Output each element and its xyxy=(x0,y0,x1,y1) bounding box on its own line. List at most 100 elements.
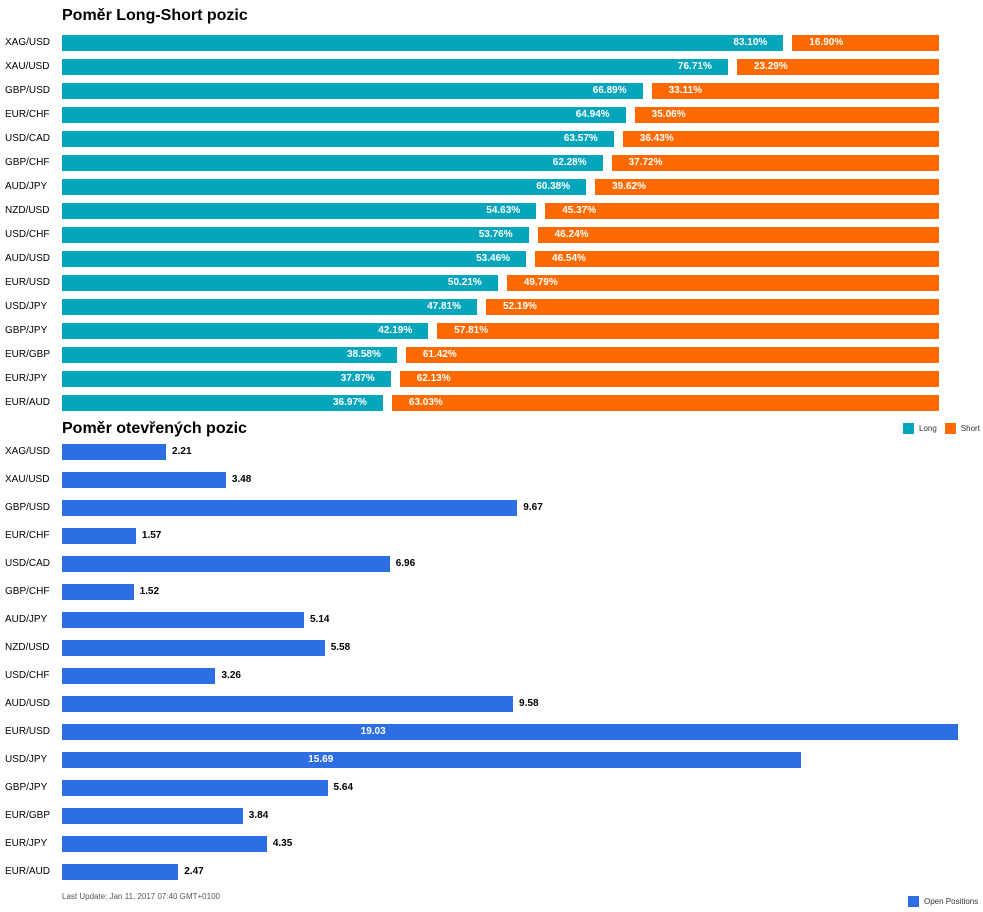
short-value-label: 46.54% xyxy=(552,253,586,264)
short-value-label: 62.13% xyxy=(416,373,451,384)
open-value-label: 6.96 xyxy=(395,558,416,569)
long-bar xyxy=(62,347,397,363)
open-positions-bar xyxy=(62,780,328,796)
category-label: GBP/CHF xyxy=(5,586,50,597)
long-value-label: 83.10% xyxy=(733,37,768,48)
short-bar xyxy=(736,59,939,75)
short-bar xyxy=(437,323,939,339)
open-value-label: 5.58 xyxy=(330,642,351,653)
chart-title-long-short: Poměr Long-Short pozic xyxy=(62,7,248,24)
open-value-label: 4.35 xyxy=(272,838,293,849)
short-bar xyxy=(537,227,939,243)
short-value-label: 39.62% xyxy=(612,181,647,192)
short-value-label: 23.29% xyxy=(753,61,788,72)
open-value-label: 3.26 xyxy=(221,670,241,681)
open-positions-bar xyxy=(62,584,134,600)
category-label: USD/CHF xyxy=(5,670,50,681)
category-label: EUR/USD xyxy=(5,726,51,737)
legend-open-label: Open Positions xyxy=(924,897,979,906)
short-value-label: 46.24% xyxy=(554,229,589,240)
long-bar xyxy=(62,179,587,195)
category-label: XAU/USD xyxy=(5,61,50,72)
short-bar xyxy=(535,251,939,267)
short-value-label: 57.81% xyxy=(454,325,489,336)
open-value-label: 9.58 xyxy=(519,698,539,709)
open-value-label: 2.21 xyxy=(172,446,192,457)
long-value-label: 53.76% xyxy=(478,229,513,240)
long-value-label: 66.89% xyxy=(592,85,627,96)
long-bar xyxy=(62,203,537,219)
legend-long-label: Long xyxy=(919,424,937,433)
short-value-label: 16.90% xyxy=(809,37,844,48)
short-bar xyxy=(651,83,939,99)
open-value-label: 1.57 xyxy=(141,530,162,541)
long-bar xyxy=(62,35,784,51)
short-value-label: 49.79% xyxy=(523,277,558,288)
category-label: EUR/JPY xyxy=(5,373,48,384)
category-label: EUR/GBP xyxy=(5,810,51,821)
category-label: USD/CAD xyxy=(5,133,51,144)
open-positions-bar xyxy=(62,640,325,656)
category-label: EUR/CHF xyxy=(5,530,50,541)
open-positions-bar xyxy=(62,612,304,628)
open-value-label: 5.64 xyxy=(333,782,354,793)
category-label: USD/JPY xyxy=(5,754,48,765)
open-positions-bar xyxy=(62,444,167,460)
category-label: USD/CHF xyxy=(5,229,50,240)
category-label: EUR/CHF xyxy=(5,109,50,120)
long-value-label: 36.97% xyxy=(332,397,367,408)
category-label: EUR/JPY xyxy=(5,838,48,849)
open-value-label: 15.69 xyxy=(308,754,334,765)
category-label: NZD/USD xyxy=(5,205,50,216)
category-label: USD/JPY xyxy=(5,301,48,312)
open-positions-bar xyxy=(62,836,267,852)
category-label: EUR/GBP xyxy=(5,349,51,360)
category-label: EUR/AUD xyxy=(5,866,51,877)
category-label: XAG/USD xyxy=(5,446,51,457)
short-value-label: 45.37% xyxy=(562,205,597,216)
long-value-label: 53.46% xyxy=(476,253,511,264)
long-value-label: 60.38% xyxy=(536,181,571,192)
long-value-label: 76.71% xyxy=(677,61,712,72)
open-value-label: 9.67 xyxy=(523,502,543,513)
long-bar xyxy=(62,59,728,75)
category-label: GBP/USD xyxy=(5,85,51,96)
short-value-label: 37.72% xyxy=(628,157,663,168)
long-bar xyxy=(62,107,626,123)
open-value-label: 5.14 xyxy=(310,614,330,625)
open-positions-bar xyxy=(62,668,216,684)
category-label: EUR/USD xyxy=(5,277,51,288)
short-bar xyxy=(634,107,939,123)
open-positions-bar xyxy=(62,528,136,544)
open-value-label: 19.03 xyxy=(360,726,386,737)
long-value-label: 38.58% xyxy=(346,349,381,360)
long-bar xyxy=(62,323,429,339)
open-positions-bar xyxy=(62,472,226,488)
long-bar xyxy=(62,83,643,99)
category-label: XAU/USD xyxy=(5,474,50,485)
open-positions-bar xyxy=(62,752,801,768)
long-value-label: 37.87% xyxy=(340,373,375,384)
category-label: GBP/JPY xyxy=(5,782,48,793)
open-positions-bar xyxy=(62,556,390,572)
category-label: USD/CAD xyxy=(5,558,51,569)
long-value-label: 62.28% xyxy=(552,157,587,168)
long-value-label: 50.21% xyxy=(447,277,482,288)
long-bar xyxy=(62,251,527,267)
category-label: AUD/USD xyxy=(5,253,51,264)
short-bar xyxy=(405,347,939,363)
long-bar xyxy=(62,227,529,243)
chart-title-open-positions: Poměr otevřených pozic xyxy=(62,420,247,437)
legend-long-short: Long Short xyxy=(903,423,980,434)
short-bar xyxy=(391,395,939,411)
short-value-label: 33.11% xyxy=(668,85,702,96)
short-value-label: 36.43% xyxy=(639,133,674,144)
short-bar xyxy=(545,203,939,219)
category-label: EUR/AUD xyxy=(5,397,51,408)
category-label: XAG/USD xyxy=(5,37,51,48)
category-label: AUD/USD xyxy=(5,698,51,709)
short-bar xyxy=(611,155,939,171)
legend-short-label: Short xyxy=(960,424,980,433)
open-positions-bar xyxy=(62,724,958,740)
legend-short-swatch xyxy=(944,423,956,434)
